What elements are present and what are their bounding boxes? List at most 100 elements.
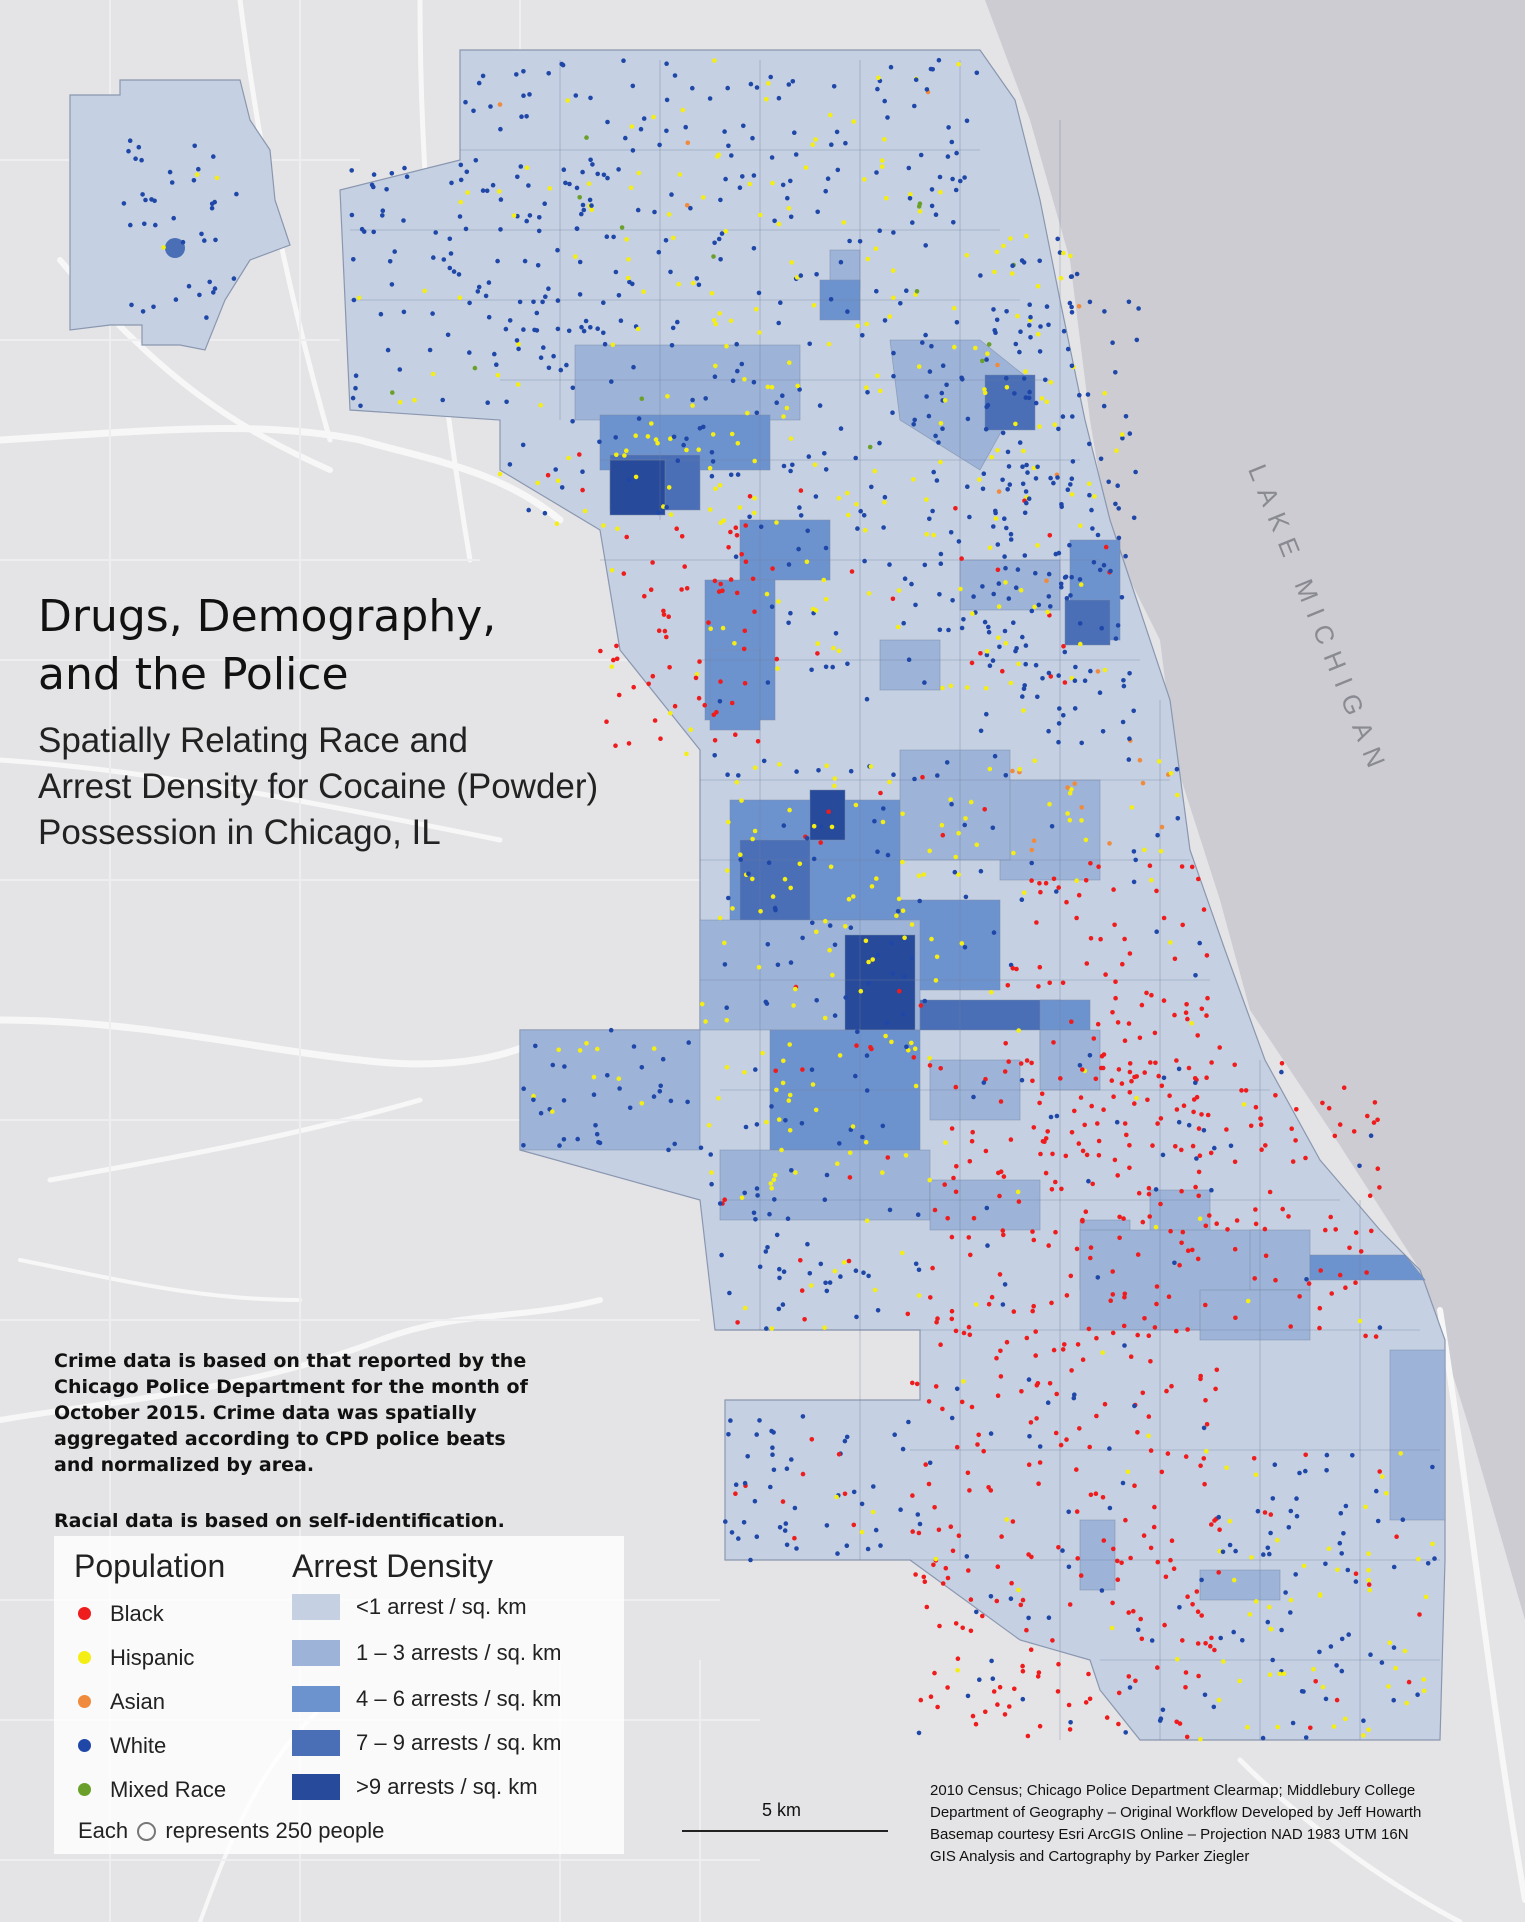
population-dot — [1132, 1101, 1137, 1106]
population-dot — [1303, 1155, 1308, 1161]
subtitle-line-1: Spatially Relating Race and — [38, 721, 468, 760]
population-dot — [764, 1119, 769, 1125]
population-dot — [652, 209, 657, 215]
population-dot — [861, 513, 867, 518]
population-dot — [793, 152, 799, 157]
population-dot — [777, 762, 782, 767]
population-dot — [1033, 400, 1039, 406]
population-dot — [715, 154, 720, 159]
population-dot — [1121, 678, 1126, 683]
population-dot — [1122, 1038, 1128, 1043]
population-dot — [948, 797, 953, 802]
population-dot — [1078, 1573, 1084, 1578]
population-dot — [1077, 392, 1082, 398]
population-dot — [1416, 1556, 1421, 1562]
population-dot — [641, 116, 647, 121]
population-dot — [1008, 537, 1014, 542]
population-dot — [595, 171, 600, 177]
population-dot — [826, 341, 832, 347]
population-dot — [447, 265, 453, 271]
population-dot — [1231, 1629, 1236, 1635]
population-dot — [861, 1270, 866, 1275]
population-dot — [982, 390, 988, 396]
population-dot — [1013, 421, 1018, 427]
population-dot — [369, 182, 375, 188]
population-dot — [851, 894, 856, 899]
population-dot — [823, 664, 829, 670]
population-dot — [584, 135, 589, 140]
population-dot — [944, 382, 949, 388]
population-dot — [858, 508, 863, 514]
population-dot — [723, 229, 728, 234]
population-dot — [1290, 1159, 1296, 1164]
population-dot — [862, 558, 867, 564]
population-dot — [1155, 832, 1160, 838]
population-dot — [828, 864, 834, 870]
population-dot — [855, 526, 860, 531]
population-dot — [927, 516, 932, 522]
population-dot — [961, 1330, 967, 1336]
population-dot — [1102, 391, 1107, 396]
population-dot — [485, 400, 491, 406]
population-dot — [1004, 1339, 1010, 1345]
population-dot — [1063, 1153, 1069, 1159]
population-dot — [937, 592, 942, 597]
population-dot — [891, 373, 896, 379]
population-dot — [1095, 669, 1101, 674]
population-dot — [1367, 1587, 1372, 1593]
population-dot — [1028, 335, 1033, 340]
population-dot — [1163, 1574, 1169, 1580]
population-dot — [1387, 1640, 1392, 1645]
population-dot — [980, 584, 985, 589]
population-dot — [1086, 1178, 1091, 1184]
population-dot — [788, 436, 794, 441]
population-dot — [1029, 860, 1034, 866]
population-dot — [948, 1524, 954, 1529]
population-dot — [690, 403, 695, 408]
population-dot — [1353, 1571, 1359, 1576]
population-dot — [1196, 1673, 1201, 1679]
population-dot — [1153, 1060, 1158, 1066]
population-dot — [945, 1685, 950, 1690]
population-dot — [735, 441, 741, 446]
population-dot — [389, 171, 395, 176]
population-dot — [735, 472, 741, 477]
population-dot — [940, 832, 946, 838]
population-dot — [853, 802, 859, 808]
population-dot — [531, 1093, 536, 1099]
population-dot — [1008, 1596, 1014, 1601]
population-dot — [1062, 1342, 1067, 1347]
population-dot — [1201, 1425, 1207, 1431]
population-dot — [968, 1628, 974, 1634]
population-dot — [916, 1730, 922, 1736]
population-dot — [974, 1609, 979, 1615]
population-dot — [1093, 1491, 1099, 1496]
population-dot — [903, 1153, 909, 1158]
population-dot — [739, 1195, 745, 1201]
population-dot — [194, 172, 200, 177]
population-dot — [783, 1521, 789, 1526]
population-dot — [1375, 1166, 1381, 1171]
population-dot — [906, 1419, 911, 1425]
population-dot — [1245, 1298, 1251, 1304]
population-dot — [974, 842, 980, 848]
population-dot — [1286, 1525, 1292, 1530]
beat-boundaries — [350, 60, 1440, 1740]
population-dot — [1253, 1104, 1259, 1110]
population-dot — [1051, 1347, 1057, 1353]
population-dot — [811, 303, 817, 308]
population-dot — [736, 1536, 741, 1541]
population-dot — [1207, 1213, 1212, 1218]
population-dot — [722, 962, 728, 967]
population-dot — [1199, 1577, 1204, 1583]
population-dot — [684, 447, 689, 453]
population-dot — [1066, 1564, 1072, 1570]
population-dot — [553, 467, 558, 472]
population-dot — [917, 209, 923, 214]
population-dot — [752, 609, 757, 614]
population-dot — [955, 1668, 960, 1673]
population-dot — [729, 1530, 735, 1535]
population-dot — [866, 981, 871, 986]
population-dot — [937, 627, 943, 633]
population-dot — [1029, 1060, 1034, 1066]
